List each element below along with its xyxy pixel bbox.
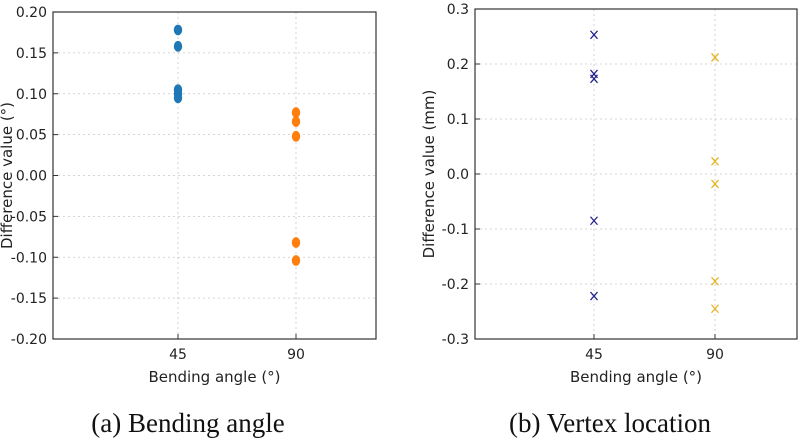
panel-caption: (b) Vertex location [509,408,711,438]
y-tick-label: 0.20 [16,5,47,21]
y-tick-label: -0.10 [11,250,47,266]
x-axis-label: Bending angle (°) [148,368,280,386]
y-tick-label: 0.0 [447,167,469,183]
x-tick-label: 45 [169,347,187,363]
data-point [291,237,301,248]
y-tick-label: -0.3 [442,332,469,348]
data-point [173,24,183,36]
data-point [711,156,719,166]
data-point [590,74,598,84]
x-tick-label: 90 [287,347,305,363]
y-tick-label: 0.00 [16,169,47,185]
y-tick-label: -0.15 [11,291,47,307]
data-point [711,52,719,62]
plot-frame [52,11,377,340]
panel-caption: (a) Bending angle [91,408,284,438]
data-point [291,107,301,118]
y-axis-label: Difference value (°) [0,102,16,249]
data-point [590,30,598,40]
data-point [173,92,183,104]
y-tick-label: -0.2 [442,277,469,293]
y-tick-label: 0.15 [16,46,47,62]
y-tick-label: -0.1 [442,222,469,238]
y-tick-label: 0.05 [16,128,47,144]
y-axis-label: Difference value (mm) [420,90,438,259]
data-point [291,255,301,266]
data-point [711,276,719,286]
y-tick-label: -0.05 [11,209,47,225]
data-point [590,216,598,226]
y-tick-label: 0.2 [447,57,469,73]
y-tick-label: 0.3 [447,2,469,18]
x-tick-label: 45 [585,347,603,363]
panel-bending-angle: 0.20 0.15 0.10 0.05 0.00 -0.05 -0.10 -0.15 -0.20… [0,5,377,438]
data-point [711,179,719,189]
y-tick-label: -0.20 [11,332,47,348]
data-point [711,304,719,314]
data-point [590,291,598,301]
x-axis-label: Bending angle (°) [570,368,702,386]
plot-frame [474,8,798,340]
x-tick-label: 90 [706,347,724,363]
data-point [291,116,301,127]
y-tick-label: 0.1 [447,112,469,128]
y-tick-label: 0.10 [16,87,47,103]
data-point [173,40,183,52]
data-point [291,130,301,142]
